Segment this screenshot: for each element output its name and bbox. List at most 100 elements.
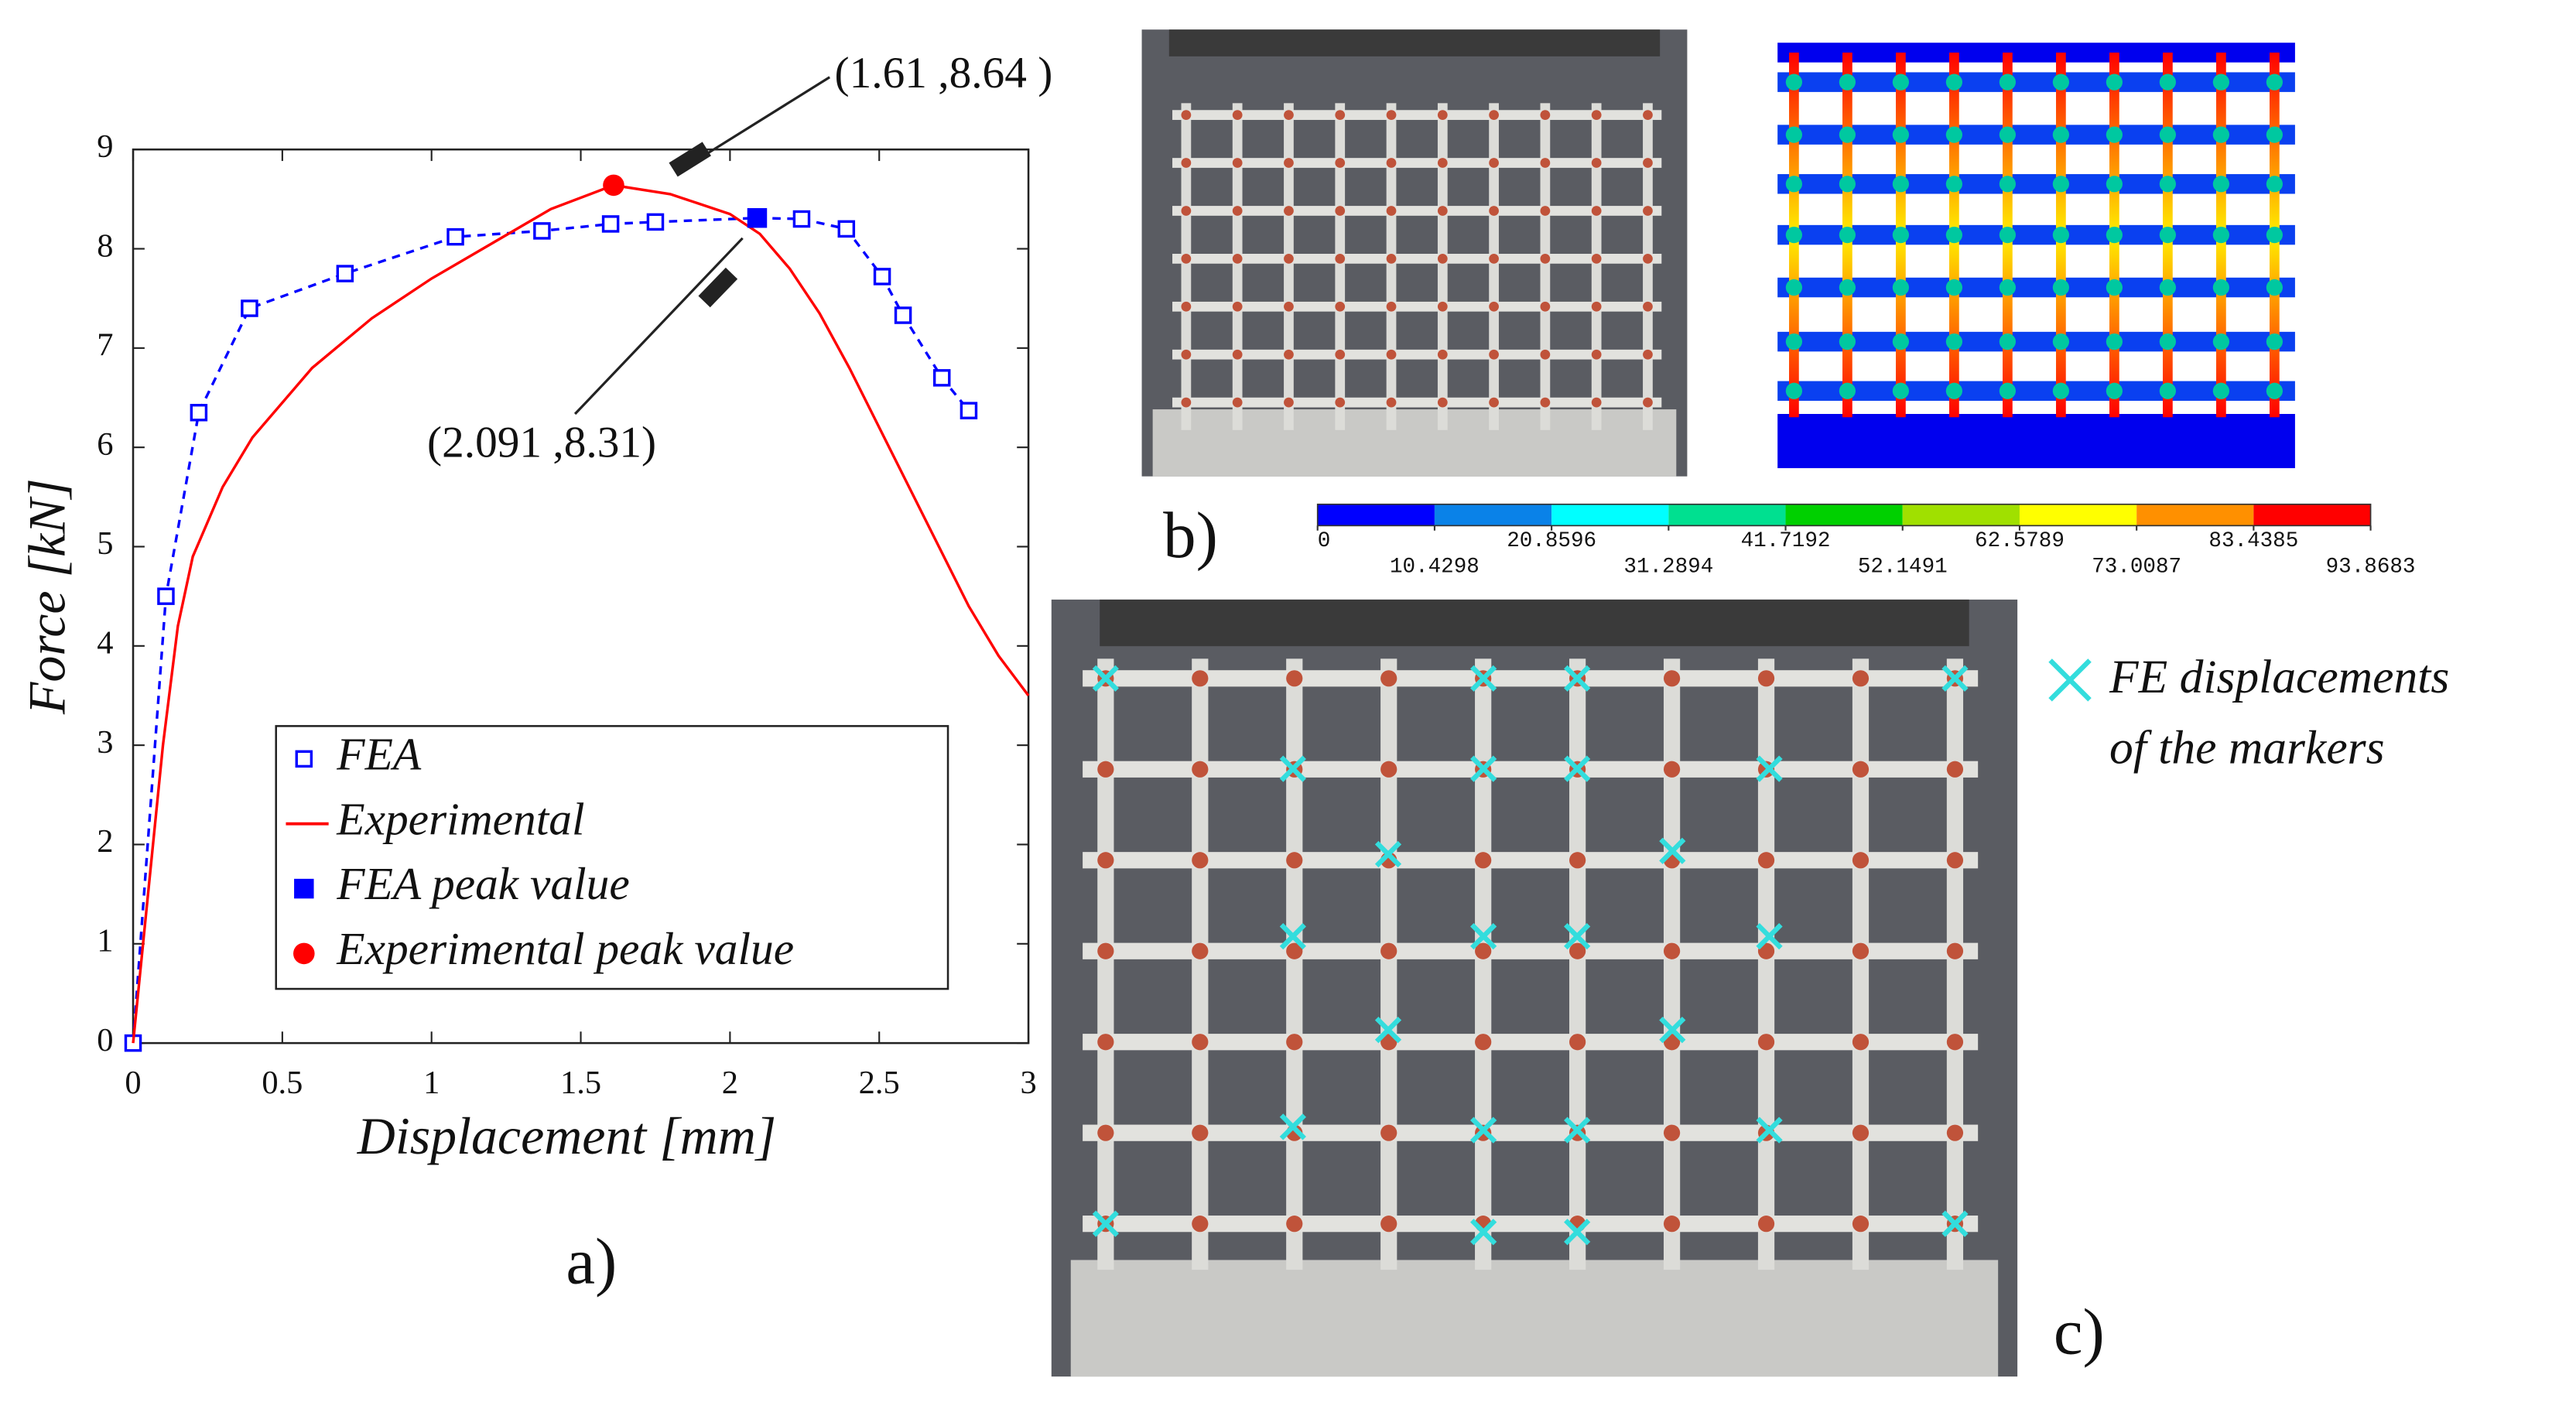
- marker-legend-text: FE displacements: [2109, 651, 2449, 703]
- marker-dot: [1232, 206, 1243, 216]
- marker-dot: [1284, 110, 1294, 120]
- fe-marker: [1470, 1116, 1497, 1144]
- contour-node: [2052, 382, 2069, 399]
- marker-dot: [1380, 1216, 1397, 1233]
- marker-dot: [1437, 349, 1448, 360]
- marker-dot: [1335, 301, 1346, 312]
- marker-dot: [1335, 254, 1346, 264]
- marker-dot: [1097, 852, 1114, 869]
- marker-dot: [1540, 206, 1551, 216]
- marker-dot: [1386, 206, 1397, 216]
- point: [157, 587, 175, 605]
- marker-dot: [1591, 349, 1602, 360]
- marker-dot: [1437, 397, 1448, 408]
- lattice-strut: [1083, 942, 1979, 959]
- contour-band: [1777, 125, 2295, 145]
- contour-node: [2266, 279, 2283, 296]
- colorbar-label: 10.4298: [1390, 556, 1480, 580]
- marker-dot: [1852, 761, 1870, 778]
- lattice-strut: [1335, 103, 1346, 430]
- marker-dot: [1569, 942, 1586, 959]
- marker-dot: [1540, 349, 1551, 360]
- contour-node: [1892, 382, 1910, 399]
- marker-dot: [1181, 397, 1192, 408]
- lattice-strut: [1083, 852, 1979, 869]
- point: [533, 222, 551, 240]
- contour-node: [1945, 279, 1963, 296]
- marker-dot: [1946, 1124, 1964, 1141]
- lattice-strut: [1757, 658, 1775, 1270]
- marker-dot: [1643, 397, 1653, 408]
- colorbar-label: 31.2894: [1623, 556, 1713, 580]
- marker-dot: [1852, 1124, 1870, 1141]
- marker-dot: [1335, 397, 1346, 408]
- fe-marker: [1756, 923, 1783, 950]
- contour-band: [1777, 174, 2295, 194]
- contour-node: [1945, 74, 1963, 91]
- y-tick-label: 7: [97, 327, 113, 364]
- marker-dot: [1192, 761, 1209, 778]
- marker-dot: [1286, 852, 1303, 869]
- lattice-strut: [1172, 301, 1662, 312]
- marker-dot: [1232, 301, 1243, 312]
- marker-dot: [1232, 397, 1243, 408]
- marker-dot: [1852, 1034, 1870, 1051]
- legend-symbol: [295, 750, 313, 768]
- lattice-strut: [1569, 658, 1586, 1270]
- marker-dot: [1232, 158, 1243, 168]
- point: [603, 174, 624, 197]
- contour-node: [1839, 126, 1856, 143]
- contour-node: [1785, 382, 1803, 399]
- marker-dot: [1335, 110, 1346, 120]
- legend-label: FEA: [336, 728, 422, 779]
- marker-dot: [1437, 254, 1448, 264]
- marker-dot: [1852, 852, 1870, 869]
- marker-dot: [1540, 301, 1551, 312]
- contour-node: [1892, 176, 1910, 193]
- contour-node: [1892, 226, 1910, 244]
- y-tick-label: 6: [97, 426, 113, 463]
- lattice-strut: [1083, 1216, 1979, 1233]
- contour-node: [1999, 74, 2016, 91]
- lattice-strut: [1232, 103, 1243, 430]
- contour-node: [2052, 126, 2069, 143]
- lattice-strut: [1380, 658, 1397, 1270]
- legend-symbol: [293, 942, 315, 965]
- contour-node: [1999, 226, 2016, 244]
- x-tick-label: 1: [423, 1065, 440, 1101]
- lattice-strut: [1083, 1124, 1979, 1141]
- marker-dot: [1380, 670, 1397, 687]
- contour-node: [1945, 226, 1963, 244]
- contour-node: [2106, 176, 2123, 193]
- marker-dot: [1475, 852, 1492, 869]
- annotation: (1.61 ,8.64 ): [835, 49, 1053, 97]
- marker-dot: [1569, 1034, 1586, 1051]
- marker-dot: [1097, 1124, 1114, 1141]
- point: [336, 265, 354, 282]
- marker-dot: [1335, 158, 1346, 168]
- marker-dot: [1437, 301, 1448, 312]
- marker-dot: [1489, 301, 1499, 312]
- contour-node: [1785, 176, 1803, 193]
- lattice-strut: [1172, 206, 1662, 216]
- x-tick-label: 0.5: [262, 1065, 303, 1101]
- marker-dot: [1663, 670, 1681, 687]
- marker-dot: [1489, 158, 1499, 168]
- marker-dot: [1757, 852, 1775, 869]
- contour-node: [1892, 279, 1910, 296]
- fe-marker: [1941, 665, 1969, 692]
- fe-marker: [1470, 665, 1497, 692]
- contour-node: [2266, 226, 2283, 244]
- marker-dot: [1852, 1216, 1870, 1233]
- colorbar-frame: [1316, 503, 2372, 527]
- marker-dot: [1591, 397, 1602, 408]
- fe-marker: [1659, 1017, 1686, 1044]
- marker-dot: [1757, 1034, 1775, 1051]
- marker-dot: [1386, 110, 1397, 120]
- y-tick-label: 3: [97, 724, 113, 761]
- contour-node: [1892, 126, 1910, 143]
- marker-dot: [1181, 110, 1192, 120]
- marker-dot: [1097, 1034, 1114, 1051]
- contour-node: [2052, 279, 2069, 296]
- fe-marker: [1374, 1017, 1402, 1044]
